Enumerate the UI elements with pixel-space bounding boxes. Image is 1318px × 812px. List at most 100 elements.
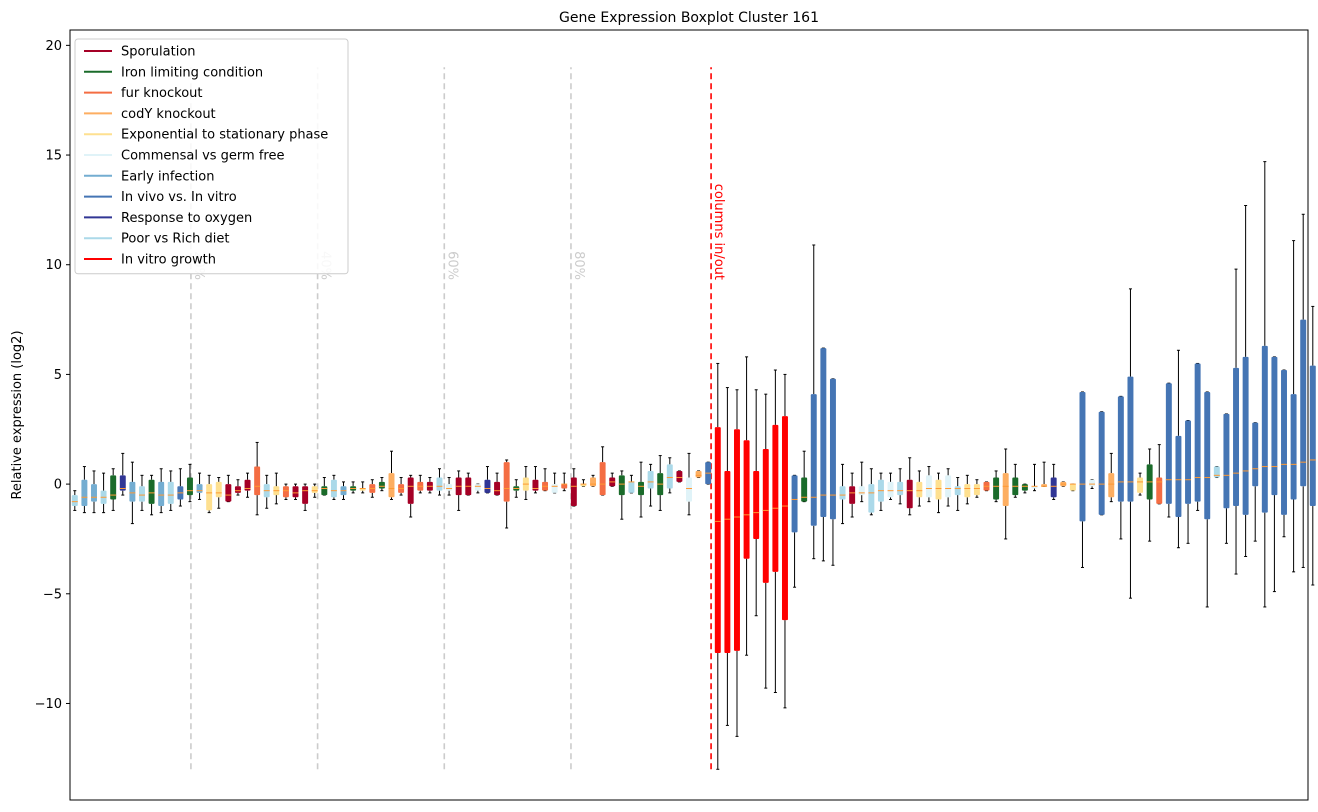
box bbox=[849, 486, 856, 504]
box bbox=[801, 477, 808, 502]
box bbox=[1204, 391, 1211, 520]
box bbox=[1117, 396, 1124, 502]
box bbox=[906, 479, 913, 509]
box bbox=[282, 486, 289, 498]
box bbox=[743, 440, 750, 559]
box bbox=[791, 475, 798, 533]
legend-label: codY knockout bbox=[121, 107, 216, 122]
box bbox=[724, 470, 731, 654]
box bbox=[532, 479, 539, 491]
box bbox=[810, 394, 817, 526]
legend-label: In vivo vs. In vitro bbox=[121, 190, 237, 205]
box bbox=[561, 484, 568, 489]
box bbox=[1079, 391, 1086, 522]
box bbox=[1156, 477, 1163, 504]
box bbox=[292, 486, 299, 498]
box bbox=[1089, 479, 1096, 487]
box bbox=[311, 486, 318, 493]
box bbox=[590, 477, 597, 487]
box bbox=[474, 484, 481, 491]
box bbox=[820, 348, 827, 518]
box bbox=[186, 477, 193, 496]
box bbox=[158, 481, 165, 507]
box bbox=[1261, 345, 1268, 513]
box bbox=[1021, 484, 1028, 491]
box bbox=[119, 475, 126, 491]
box bbox=[762, 449, 769, 583]
box bbox=[599, 462, 606, 496]
box bbox=[234, 486, 241, 493]
box bbox=[139, 486, 145, 502]
box bbox=[618, 475, 625, 496]
y-tick-label: −10 bbox=[35, 697, 62, 712]
box bbox=[503, 462, 510, 502]
y-tick-label: −5 bbox=[43, 587, 62, 602]
box bbox=[935, 479, 942, 500]
box bbox=[244, 479, 251, 491]
legend: Sporulation Iron limiting condition fur kn… bbox=[74, 38, 349, 275]
box bbox=[167, 481, 174, 504]
box bbox=[1309, 365, 1316, 507]
box bbox=[1242, 356, 1249, 515]
box bbox=[1213, 466, 1220, 478]
legend-label: Early infection bbox=[121, 169, 214, 184]
box bbox=[254, 466, 261, 496]
box bbox=[916, 481, 923, 498]
box bbox=[829, 378, 836, 520]
box bbox=[695, 470, 702, 478]
box bbox=[1233, 367, 1239, 507]
box bbox=[1223, 413, 1230, 509]
legend-label: Iron limiting condition bbox=[121, 65, 263, 80]
box bbox=[993, 477, 1000, 500]
box bbox=[964, 484, 971, 498]
y-tick-label: 10 bbox=[45, 258, 62, 273]
y-tick-label: 20 bbox=[45, 39, 62, 54]
box bbox=[666, 464, 673, 489]
box bbox=[321, 486, 328, 496]
box bbox=[81, 479, 88, 507]
legend-label: Response to oxygen bbox=[121, 211, 252, 226]
box bbox=[551, 484, 558, 493]
box bbox=[1300, 319, 1307, 487]
box bbox=[1271, 356, 1278, 496]
box bbox=[1281, 370, 1287, 515]
box bbox=[1252, 422, 1259, 487]
box bbox=[858, 486, 865, 496]
box bbox=[628, 481, 635, 493]
box bbox=[484, 479, 491, 493]
box bbox=[781, 416, 788, 621]
y-tick-label: 15 bbox=[45, 149, 62, 164]
box bbox=[897, 481, 904, 496]
legend-label: In vitro growth bbox=[121, 253, 216, 268]
box bbox=[973, 484, 980, 496]
box bbox=[686, 477, 692, 502]
box bbox=[91, 484, 97, 502]
legend-label: Commensal vs germ free bbox=[121, 149, 284, 164]
box bbox=[1069, 484, 1076, 491]
box bbox=[734, 429, 740, 651]
legend-box bbox=[74, 38, 349, 275]
box bbox=[129, 481, 136, 502]
box bbox=[868, 484, 875, 513]
box bbox=[378, 481, 385, 489]
box bbox=[330, 479, 337, 498]
legend-label: Poor vs Rich diet bbox=[121, 232, 229, 247]
legend-label: fur knockout bbox=[121, 86, 203, 101]
box bbox=[772, 424, 779, 572]
legend-label: Sporulation bbox=[121, 45, 196, 60]
y-tick-label: 0 bbox=[54, 478, 62, 493]
box bbox=[215, 481, 222, 498]
box bbox=[206, 484, 213, 511]
box bbox=[494, 481, 501, 496]
box bbox=[753, 470, 760, 539]
box bbox=[110, 475, 117, 500]
box bbox=[1108, 473, 1115, 498]
box bbox=[647, 470, 654, 489]
box bbox=[580, 484, 587, 487]
marker-label: columns in/out bbox=[711, 184, 726, 280]
box bbox=[676, 470, 683, 482]
box bbox=[302, 486, 309, 504]
box bbox=[196, 484, 203, 493]
box bbox=[1165, 383, 1172, 504]
